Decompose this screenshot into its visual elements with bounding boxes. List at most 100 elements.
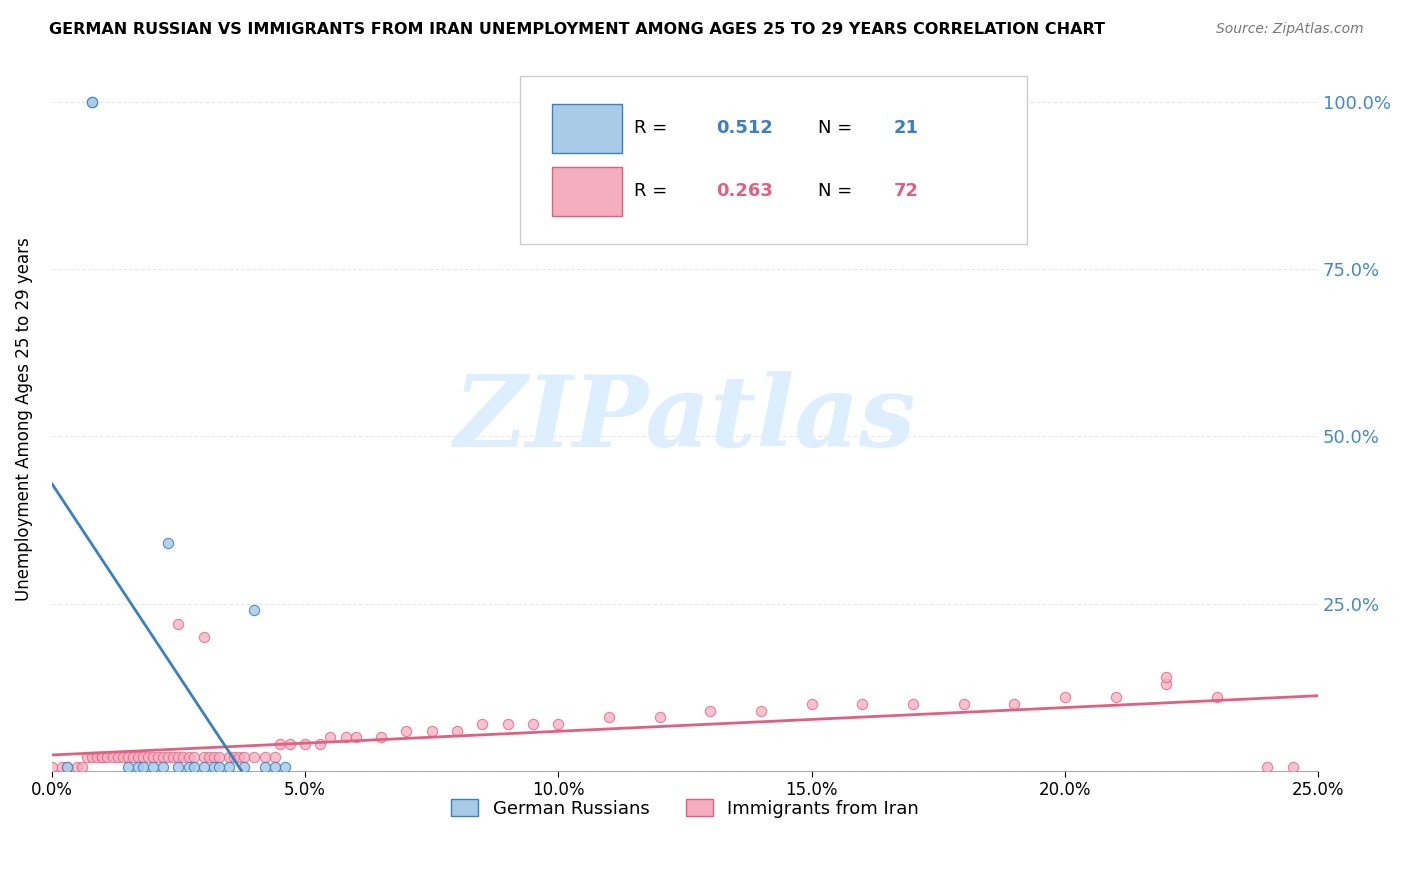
Point: [152, 750, 174, 764]
Point: [278, 737, 301, 751]
Point: [157, 536, 180, 550]
Point: [228, 750, 250, 764]
Point: [56, 760, 79, 774]
Point: [1205, 690, 1227, 705]
Point: [193, 750, 215, 764]
Text: 0.263: 0.263: [717, 182, 773, 201]
Text: 21: 21: [894, 120, 920, 137]
Text: 72: 72: [894, 182, 920, 201]
Point: [127, 760, 149, 774]
Point: [152, 760, 174, 774]
Point: [202, 760, 225, 774]
Point: [952, 697, 974, 711]
Point: [193, 760, 215, 774]
Point: [233, 750, 256, 764]
Point: [197, 750, 219, 764]
Point: [167, 616, 190, 631]
Point: [309, 737, 332, 751]
Point: [91, 750, 114, 764]
Point: [1256, 760, 1278, 774]
Point: [136, 750, 159, 764]
Point: [167, 760, 190, 774]
Point: [851, 697, 873, 711]
Point: [395, 723, 418, 738]
Point: [749, 704, 772, 718]
Point: [370, 731, 392, 745]
Point: [233, 760, 256, 774]
Point: [202, 750, 225, 764]
Point: [598, 710, 620, 724]
Text: R =: R =: [634, 120, 673, 137]
Point: [82, 750, 104, 764]
Point: [648, 710, 671, 724]
Point: [1154, 670, 1177, 684]
Point: [132, 760, 155, 774]
Point: [177, 750, 200, 764]
Point: [162, 750, 184, 764]
Point: [117, 760, 139, 774]
Point: [522, 717, 544, 731]
Point: [208, 760, 231, 774]
Point: [82, 95, 104, 109]
Point: [1002, 697, 1025, 711]
Point: [1053, 690, 1076, 705]
Text: Source: ZipAtlas.com: Source: ZipAtlas.com: [1216, 22, 1364, 37]
Point: [51, 760, 73, 774]
Point: [1104, 690, 1126, 705]
Point: [91, 750, 114, 764]
Point: [167, 750, 190, 764]
Point: [70, 760, 93, 774]
Point: [76, 750, 98, 764]
Point: [263, 760, 285, 774]
FancyBboxPatch shape: [520, 76, 1026, 244]
Point: [117, 750, 139, 764]
Point: [157, 750, 180, 764]
Point: [142, 750, 165, 764]
Point: [253, 750, 276, 764]
Text: ZIPatlas: ZIPatlas: [454, 371, 917, 468]
Point: [41, 760, 63, 774]
Point: [274, 760, 297, 774]
Point: [319, 731, 342, 745]
Point: [1154, 677, 1177, 691]
Point: [344, 731, 367, 745]
Point: [107, 750, 129, 764]
Point: [699, 704, 721, 718]
Point: [132, 750, 155, 764]
Point: [1281, 760, 1303, 774]
Point: [446, 723, 468, 738]
Text: R =: R =: [634, 182, 673, 201]
Text: 0.512: 0.512: [717, 120, 773, 137]
Point: [183, 750, 205, 764]
Point: [177, 760, 200, 774]
Point: [263, 750, 285, 764]
Point: [121, 750, 143, 764]
Bar: [553, 103, 621, 153]
Point: [101, 750, 124, 764]
Point: [800, 697, 823, 711]
Text: N =: N =: [818, 182, 858, 201]
Point: [56, 760, 79, 774]
Point: [66, 760, 89, 774]
Text: GERMAN RUSSIAN VS IMMIGRANTS FROM IRAN UNEMPLOYMENT AMONG AGES 25 TO 29 YEARS CO: GERMAN RUSSIAN VS IMMIGRANTS FROM IRAN U…: [49, 22, 1105, 37]
Point: [420, 723, 443, 738]
Point: [224, 750, 246, 764]
Point: [82, 95, 104, 109]
Point: [335, 731, 357, 745]
Point: [547, 717, 569, 731]
Legend: German Russians, Immigrants from Iran: German Russians, Immigrants from Iran: [444, 792, 927, 825]
Point: [183, 760, 205, 774]
Point: [208, 750, 231, 764]
Point: [142, 760, 165, 774]
Point: [172, 750, 194, 764]
Point: [193, 630, 215, 644]
Point: [146, 750, 169, 764]
Point: [96, 750, 118, 764]
Text: N =: N =: [818, 120, 858, 137]
Bar: [553, 167, 621, 216]
Point: [127, 750, 149, 764]
Y-axis label: Unemployment Among Ages 25 to 29 years: Unemployment Among Ages 25 to 29 years: [15, 238, 32, 601]
Point: [901, 697, 924, 711]
Point: [86, 750, 108, 764]
Point: [253, 760, 276, 774]
